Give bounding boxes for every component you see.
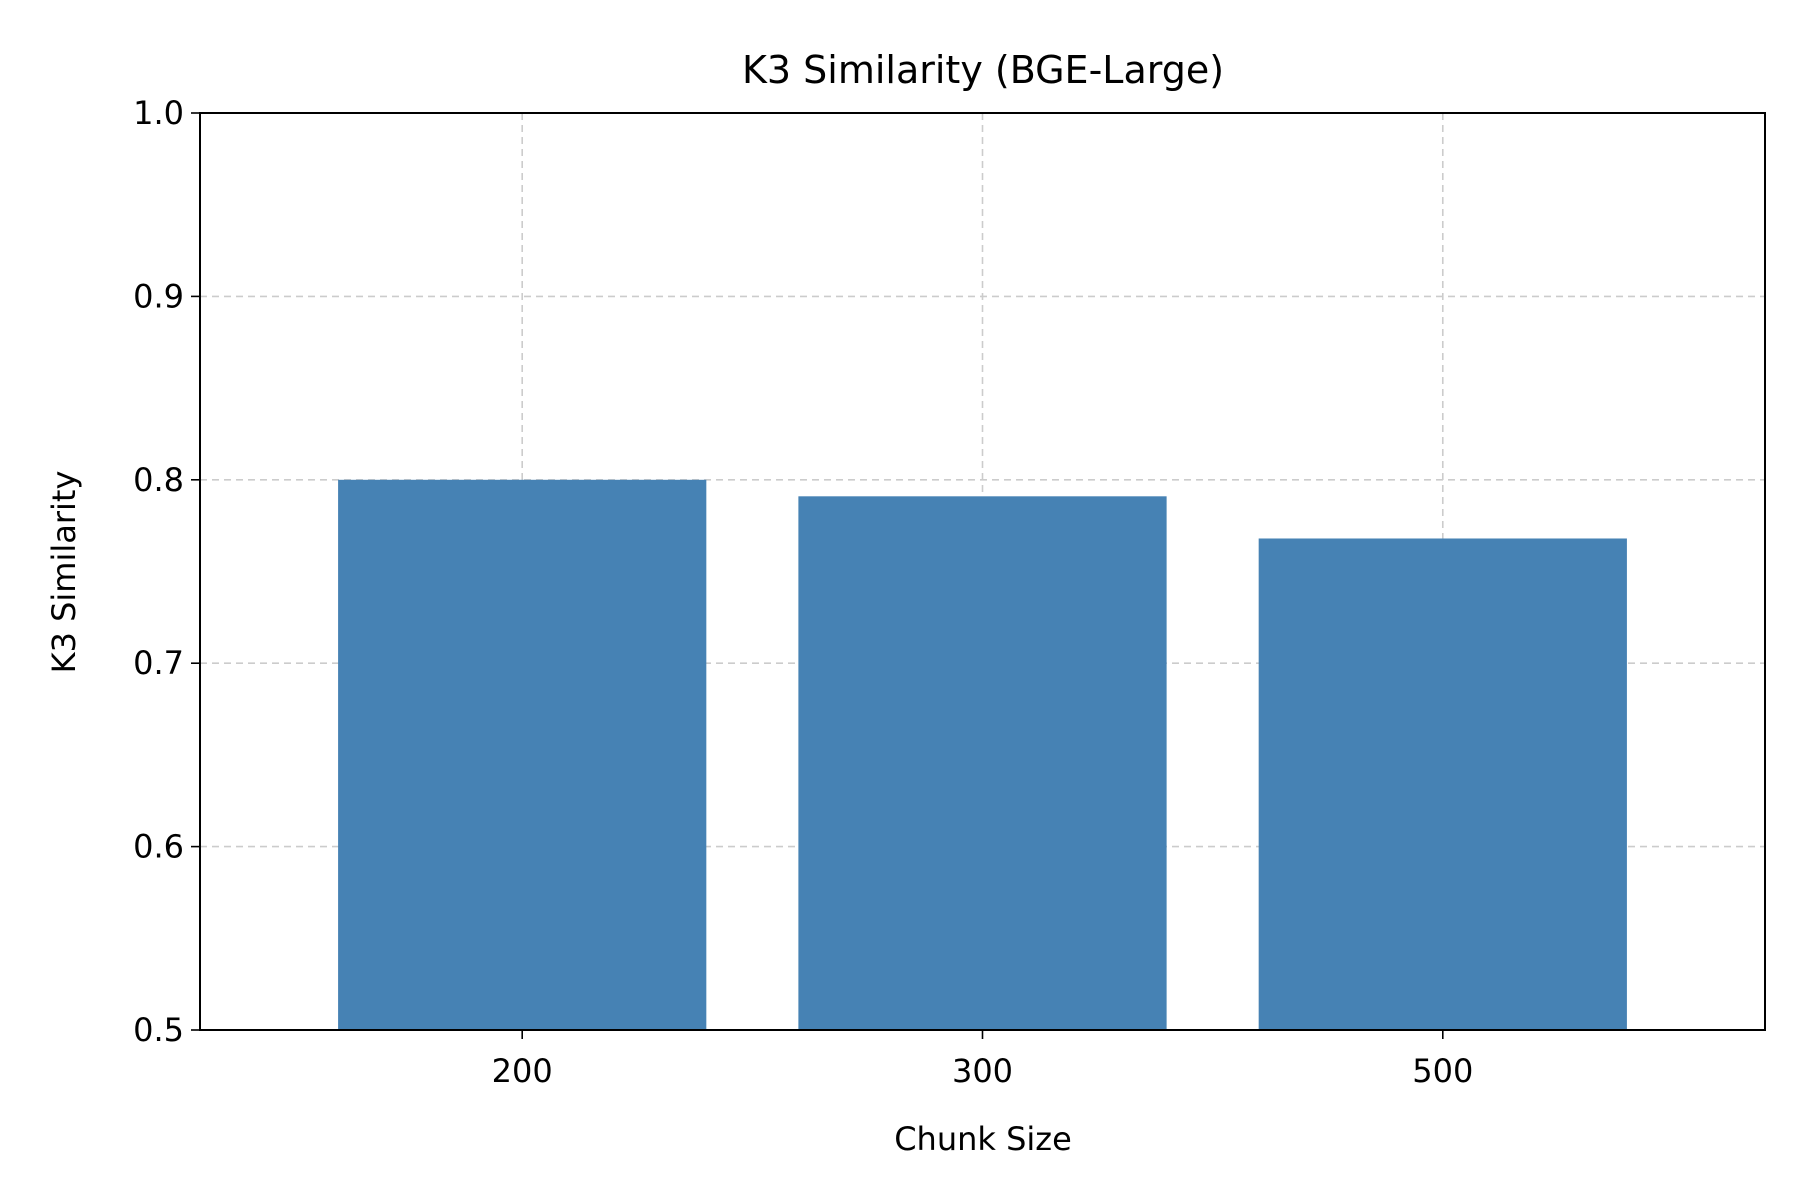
y-tick-label: 1.0 bbox=[133, 94, 184, 132]
bar-500 bbox=[1258, 538, 1627, 1030]
bars bbox=[338, 479, 1627, 1030]
bar-200 bbox=[338, 479, 707, 1030]
plot-frame bbox=[199, 112, 1766, 1031]
y-axis-label: K3 Similarity bbox=[45, 471, 83, 674]
x-tick-label: 500 bbox=[1412, 1052, 1473, 1090]
axis-ticks: 0.5 0.6 0.7 0.8 0.9 1.0 200 300 500 bbox=[133, 94, 1473, 1090]
y-tick-label: 0.7 bbox=[133, 644, 184, 682]
bar-300 bbox=[798, 496, 1167, 1030]
x-axis-label: Chunk Size bbox=[894, 1120, 1072, 1158]
y-tick-label: 0.8 bbox=[133, 461, 184, 499]
chart-title: K3 Similarity (BGE-Large) bbox=[742, 48, 1224, 92]
y-tick-label: 0.9 bbox=[133, 277, 184, 315]
y-tick-label: 0.5 bbox=[133, 1011, 184, 1049]
y-tick-label: 0.6 bbox=[133, 828, 184, 866]
x-tick-label: 200 bbox=[492, 1052, 553, 1090]
x-tick-label: 300 bbox=[952, 1052, 1013, 1090]
